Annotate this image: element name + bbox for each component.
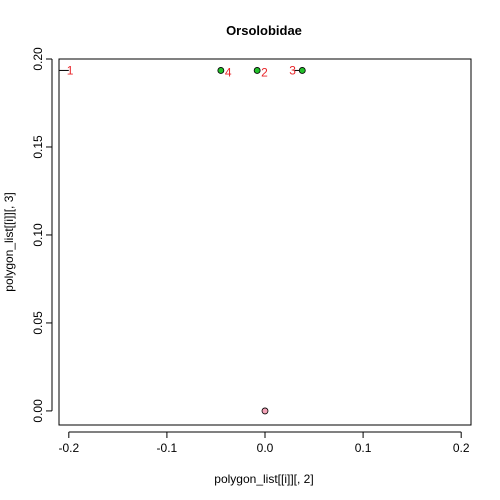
y-axis-label: polygon_list[[i]][, 3] — [2, 192, 16, 291]
data-point — [253, 67, 261, 74]
data-point — [217, 67, 225, 74]
point-label: 1 — [67, 63, 74, 77]
y-tick-label: 0.10 — [31, 223, 45, 247]
point-label: 2 — [261, 65, 268, 79]
y-tick-label: 0.15 — [31, 135, 45, 159]
data-point — [261, 407, 269, 415]
x-tick-label: 0.1 — [355, 441, 372, 455]
x-tick-label: -0.1 — [157, 441, 178, 455]
y-tick-label: 0.05 — [31, 311, 45, 335]
y-tick-label: 0.20 — [31, 47, 45, 71]
x-axis: -0.2 -0.1 0.0 0.1 0.2 — [58, 431, 470, 455]
y-axis: 0.00 0.05 0.10 0.15 0.20 — [31, 47, 53, 423]
plot-frame — [58, 58, 472, 426]
point-label: 4 — [225, 65, 232, 79]
point-label: 3 — [289, 63, 296, 77]
x-tick-label: -0.2 — [58, 441, 79, 455]
chart-title: Orsolobidae — [226, 23, 302, 38]
data-point — [298, 67, 306, 74]
x-tick-label: 0.0 — [257, 441, 274, 455]
y-tick-label: 0.00 — [31, 399, 45, 423]
x-axis-label: polygon_list[[i]][, 2] — [214, 472, 313, 486]
x-tick-label: 0.2 — [453, 441, 470, 455]
point-labels: 1 2 3 4 — [67, 63, 296, 79]
data-points — [217, 67, 306, 415]
